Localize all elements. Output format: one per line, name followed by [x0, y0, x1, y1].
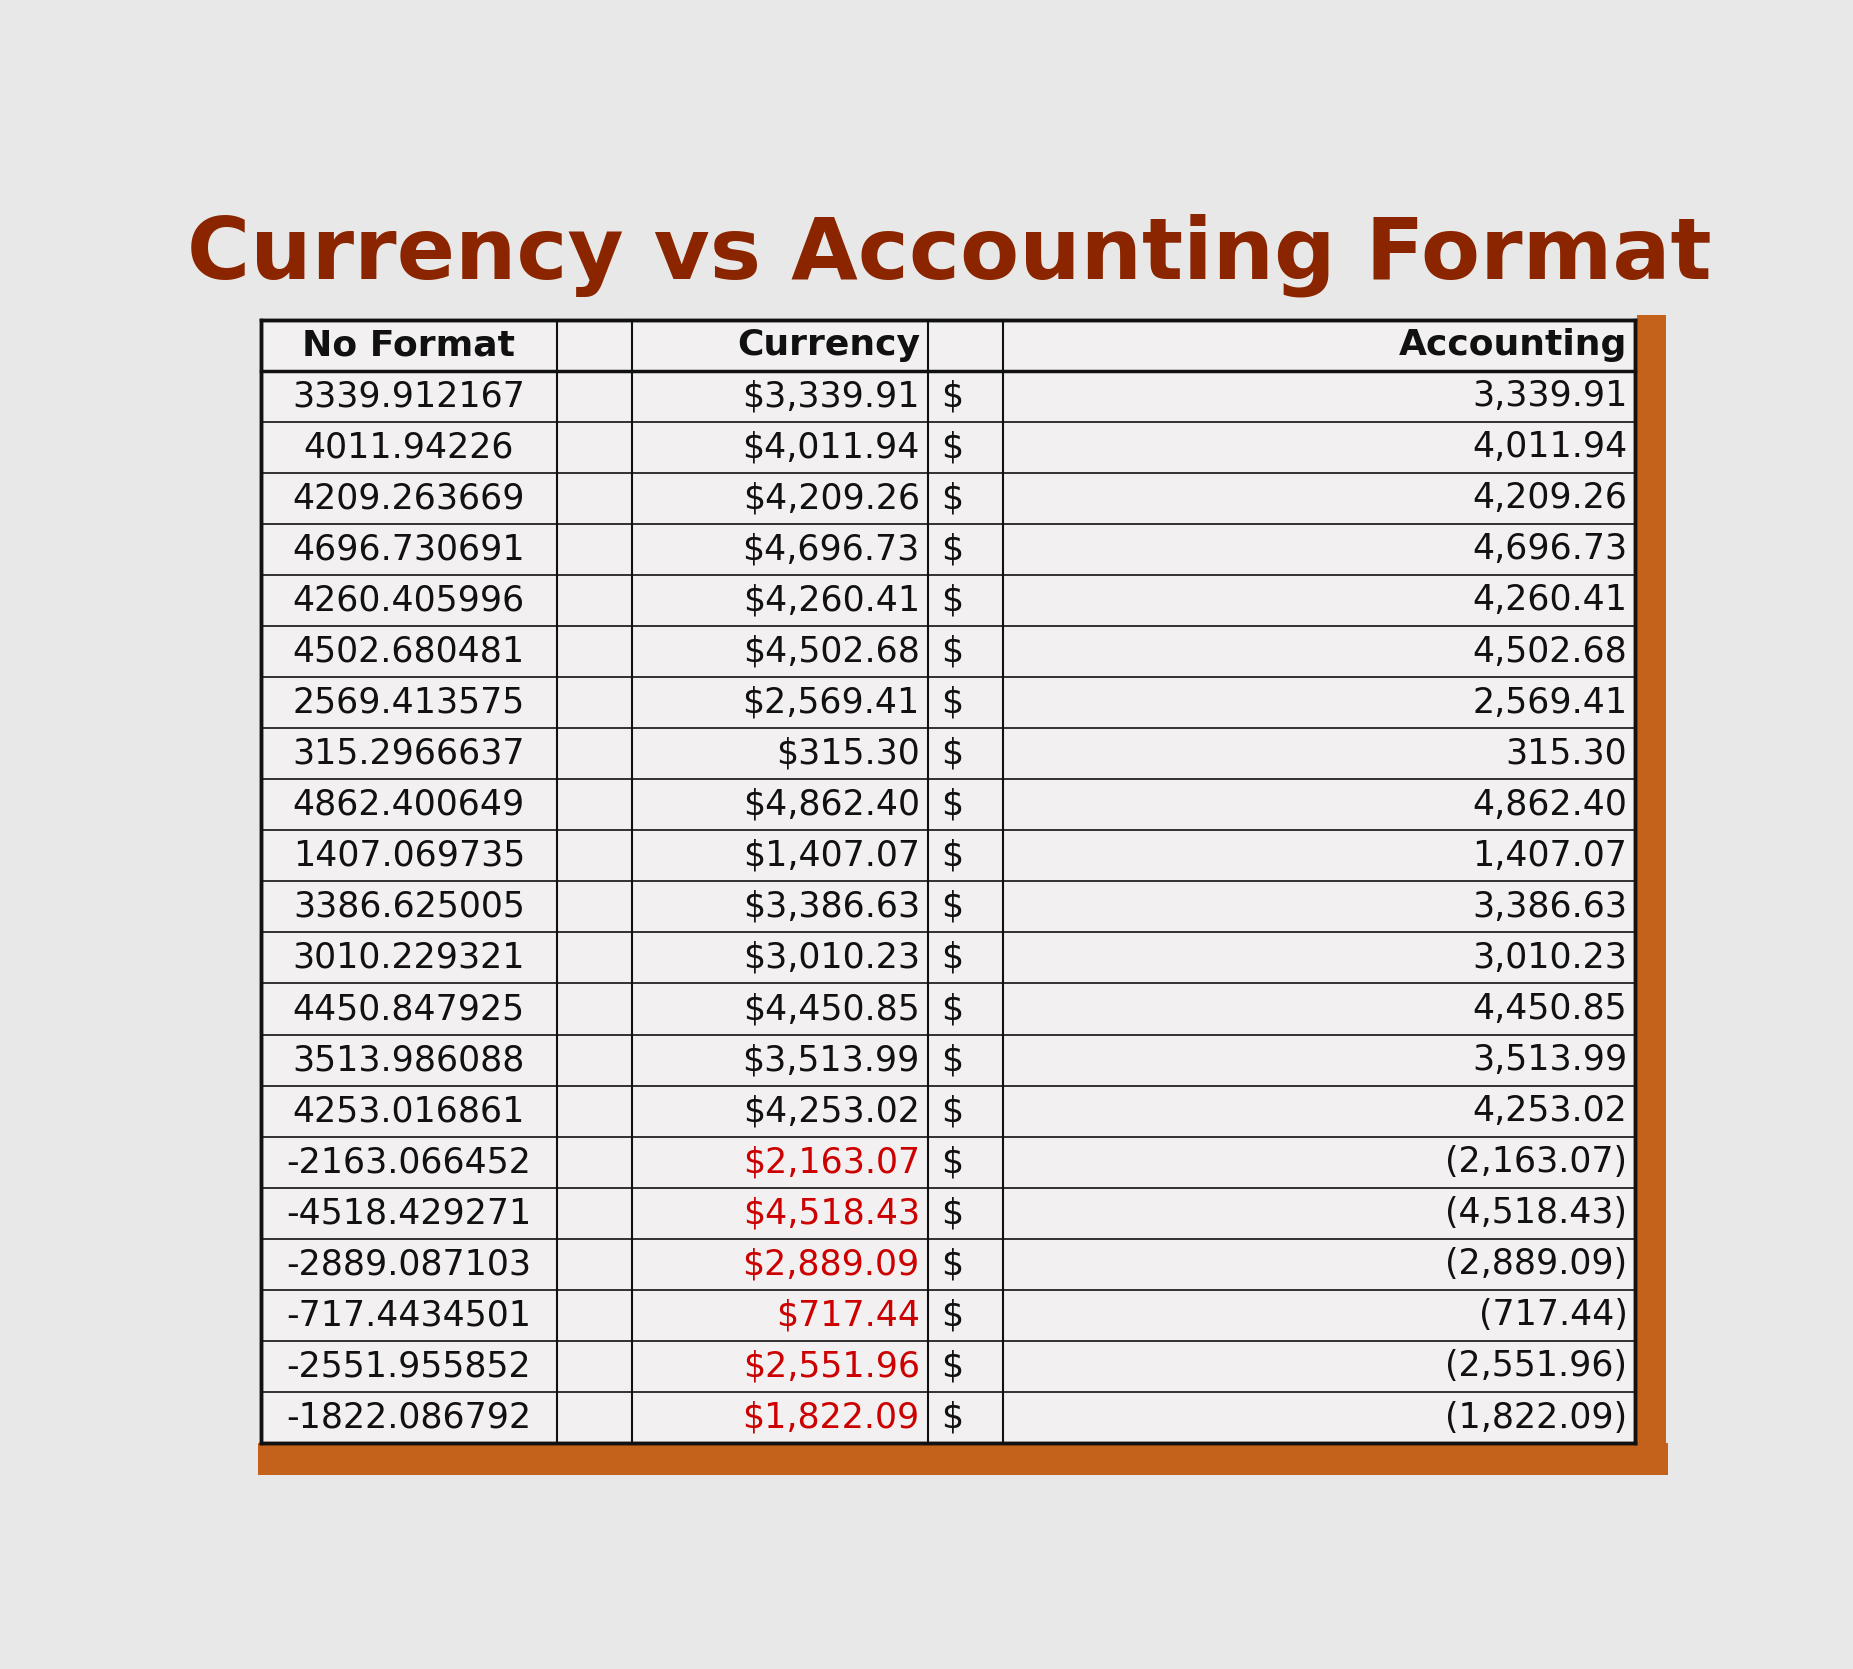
Text: $3,386.63: $3,386.63 [743, 890, 919, 925]
Text: 4,502.68: 4,502.68 [1473, 634, 1627, 669]
Text: $: $ [941, 840, 964, 873]
Bar [258, 1444, 1681, 1475]
Text: $: $ [941, 1400, 964, 1435]
Text: $: $ [941, 584, 964, 618]
Text: $2,163.07: $2,163.07 [743, 1145, 919, 1180]
Text: 1407.069735: 1407.069735 [293, 840, 524, 873]
Text: Currency: Currency [737, 329, 919, 362]
Text: $: $ [941, 941, 964, 975]
Text: $2,551.96: $2,551.96 [743, 1350, 919, 1384]
Text: $: $ [941, 736, 964, 771]
Text: 4011.94226: 4011.94226 [304, 431, 513, 464]
Text: -2551.955852: -2551.955852 [287, 1350, 532, 1384]
Text: $: $ [941, 532, 964, 566]
Text: No Format: No Format [302, 329, 515, 362]
Text: (2,889.09): (2,889.09) [1445, 1247, 1627, 1282]
Bar [1636, 315, 1666, 1475]
Text: $: $ [941, 1145, 964, 1180]
Text: $4,209.26: $4,209.26 [743, 481, 919, 516]
Text: Accounting: Accounting [1399, 329, 1627, 362]
Text: (717.44): (717.44) [1479, 1298, 1627, 1332]
Text: (4,518.43): (4,518.43) [1445, 1197, 1627, 1230]
Text: $: $ [941, 379, 964, 414]
Text: $: $ [941, 1247, 964, 1282]
Text: $3,513.99: $3,513.99 [743, 1043, 919, 1077]
Bar [261, 320, 1634, 1444]
Text: 315.2966637: 315.2966637 [293, 736, 524, 771]
Text: $4,260.41: $4,260.41 [743, 584, 919, 618]
Text: 3010.229321: 3010.229321 [293, 941, 524, 975]
Text: $315.30: $315.30 [776, 736, 919, 771]
Text: 3,513.99: 3,513.99 [1471, 1043, 1627, 1077]
Text: $: $ [941, 431, 964, 464]
Text: 4,450.85: 4,450.85 [1473, 991, 1627, 1026]
Text: (1,822.09): (1,822.09) [1445, 1400, 1627, 1435]
Text: 3386.625005: 3386.625005 [293, 890, 524, 925]
Text: $1,407.07: $1,407.07 [743, 840, 919, 873]
Text: $2,569.41: $2,569.41 [743, 686, 919, 719]
Text: 4,260.41: 4,260.41 [1473, 584, 1627, 618]
Text: $4,450.85: $4,450.85 [743, 991, 919, 1026]
Text: $4,011.94: $4,011.94 [743, 431, 919, 464]
Text: 4,253.02: 4,253.02 [1473, 1095, 1627, 1128]
Text: $4,862.40: $4,862.40 [743, 788, 919, 821]
Text: $4,696.73: $4,696.73 [743, 532, 919, 566]
Text: 2569.413575: 2569.413575 [293, 686, 524, 719]
Text: $4,253.02: $4,253.02 [743, 1095, 919, 1128]
Text: 4,696.73: 4,696.73 [1473, 532, 1627, 566]
Text: $: $ [941, 1350, 964, 1384]
Text: $1,822.09: $1,822.09 [743, 1400, 919, 1435]
Text: 315.30: 315.30 [1506, 736, 1627, 771]
Text: 3339.912167: 3339.912167 [293, 379, 524, 414]
Text: $2,889.09: $2,889.09 [743, 1247, 919, 1282]
Text: -717.4434501: -717.4434501 [285, 1298, 532, 1332]
Text: $: $ [941, 1197, 964, 1230]
Text: 3,339.91: 3,339.91 [1471, 379, 1627, 414]
Text: $3,010.23: $3,010.23 [743, 941, 919, 975]
Text: $: $ [941, 1095, 964, 1128]
Text: 3,010.23: 3,010.23 [1473, 941, 1627, 975]
Text: 4450.847925: 4450.847925 [293, 991, 524, 1026]
Text: 4253.016861: 4253.016861 [293, 1095, 524, 1128]
Text: 4209.263669: 4209.263669 [293, 481, 524, 516]
Text: 3513.986088: 3513.986088 [293, 1043, 524, 1077]
Text: $: $ [941, 890, 964, 925]
Text: -2163.066452: -2163.066452 [287, 1145, 532, 1180]
Text: -4518.429271: -4518.429271 [285, 1197, 532, 1230]
Text: $4,502.68: $4,502.68 [743, 634, 919, 669]
Text: 3,386.63: 3,386.63 [1473, 890, 1627, 925]
Text: 4260.405996: 4260.405996 [293, 584, 524, 618]
Text: $: $ [941, 1298, 964, 1332]
Text: $: $ [941, 991, 964, 1026]
Text: 4502.680481: 4502.680481 [293, 634, 524, 669]
Text: 4862.400649: 4862.400649 [293, 788, 524, 821]
Text: $: $ [941, 634, 964, 669]
Text: $: $ [941, 481, 964, 516]
Text: $: $ [941, 686, 964, 719]
Text: 4,011.94: 4,011.94 [1471, 431, 1627, 464]
Text: (2,551.96): (2,551.96) [1445, 1350, 1627, 1384]
Text: $3,339.91: $3,339.91 [743, 379, 919, 414]
Text: 4,862.40: 4,862.40 [1473, 788, 1627, 821]
Text: -1822.086792: -1822.086792 [285, 1400, 532, 1435]
Text: 2,569.41: 2,569.41 [1473, 686, 1627, 719]
Text: $717.44: $717.44 [776, 1298, 919, 1332]
Text: -2889.087103: -2889.087103 [285, 1247, 532, 1282]
Text: 4,209.26: 4,209.26 [1473, 481, 1627, 516]
Text: $: $ [941, 788, 964, 821]
Text: 4696.730691: 4696.730691 [293, 532, 524, 566]
Text: 1,407.07: 1,407.07 [1473, 840, 1627, 873]
Text: $: $ [941, 1043, 964, 1077]
Text: (2,163.07): (2,163.07) [1445, 1145, 1627, 1180]
Text: Currency vs Accounting Format: Currency vs Accounting Format [187, 214, 1712, 297]
Text: $4,518.43: $4,518.43 [743, 1197, 919, 1230]
